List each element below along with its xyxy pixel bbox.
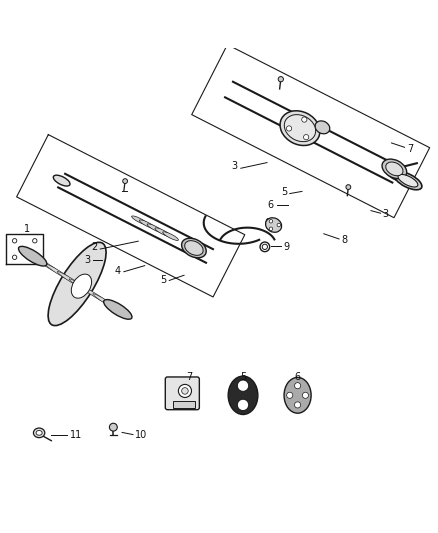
Ellipse shape — [132, 216, 147, 224]
Ellipse shape — [277, 223, 281, 227]
Ellipse shape — [46, 264, 73, 281]
Ellipse shape — [57, 271, 85, 289]
Ellipse shape — [36, 431, 42, 435]
Ellipse shape — [302, 392, 308, 398]
Text: 3: 3 — [383, 209, 389, 219]
Text: 3: 3 — [84, 255, 90, 265]
Ellipse shape — [280, 111, 320, 146]
Text: 10: 10 — [135, 430, 148, 440]
Ellipse shape — [163, 232, 178, 240]
Text: 1: 1 — [24, 224, 30, 235]
Ellipse shape — [12, 239, 17, 243]
Ellipse shape — [394, 172, 422, 190]
Ellipse shape — [139, 220, 155, 229]
Ellipse shape — [32, 239, 37, 243]
Ellipse shape — [237, 380, 249, 391]
Text: 5: 5 — [240, 372, 246, 382]
Ellipse shape — [34, 257, 61, 274]
Text: 6: 6 — [294, 372, 300, 382]
Ellipse shape — [32, 255, 37, 260]
Ellipse shape — [382, 159, 407, 179]
Text: 6: 6 — [264, 218, 270, 228]
Ellipse shape — [182, 387, 188, 394]
Ellipse shape — [398, 174, 418, 187]
Ellipse shape — [110, 423, 117, 431]
Ellipse shape — [69, 279, 97, 296]
Ellipse shape — [269, 220, 273, 223]
Ellipse shape — [386, 168, 406, 181]
Ellipse shape — [182, 238, 206, 258]
Text: 4: 4 — [115, 266, 121, 276]
Text: 5: 5 — [281, 187, 288, 197]
Ellipse shape — [178, 384, 191, 398]
Ellipse shape — [287, 392, 293, 398]
Text: 7: 7 — [186, 372, 192, 382]
FancyBboxPatch shape — [165, 377, 199, 410]
Ellipse shape — [294, 383, 300, 389]
Ellipse shape — [81, 286, 109, 304]
Ellipse shape — [265, 218, 282, 232]
Ellipse shape — [155, 228, 171, 237]
Ellipse shape — [93, 294, 120, 311]
Text: 5: 5 — [160, 276, 166, 286]
Ellipse shape — [228, 376, 258, 415]
Ellipse shape — [269, 227, 273, 231]
Ellipse shape — [147, 224, 163, 232]
Ellipse shape — [71, 274, 92, 298]
Ellipse shape — [346, 185, 351, 190]
Ellipse shape — [278, 77, 283, 82]
Ellipse shape — [48, 243, 106, 326]
Ellipse shape — [185, 241, 203, 255]
Ellipse shape — [33, 428, 45, 438]
Ellipse shape — [12, 255, 17, 260]
Text: 3: 3 — [231, 161, 237, 171]
Text: 11: 11 — [70, 430, 82, 440]
Text: 7: 7 — [407, 143, 413, 154]
Bar — [173, 401, 195, 408]
Ellipse shape — [304, 134, 309, 140]
Ellipse shape — [315, 121, 330, 134]
Ellipse shape — [123, 179, 127, 183]
Ellipse shape — [104, 300, 132, 319]
Ellipse shape — [237, 399, 249, 410]
Ellipse shape — [284, 377, 311, 413]
Text: 8: 8 — [341, 235, 347, 245]
Text: 2: 2 — [92, 242, 98, 252]
Ellipse shape — [262, 244, 268, 249]
Ellipse shape — [294, 402, 300, 408]
Ellipse shape — [302, 117, 307, 122]
Ellipse shape — [18, 246, 47, 266]
Ellipse shape — [260, 242, 270, 252]
Ellipse shape — [386, 162, 403, 176]
Ellipse shape — [53, 175, 70, 186]
Text: 9: 9 — [284, 242, 290, 252]
Ellipse shape — [284, 115, 316, 142]
Ellipse shape — [286, 126, 292, 131]
Text: 6: 6 — [268, 199, 274, 209]
